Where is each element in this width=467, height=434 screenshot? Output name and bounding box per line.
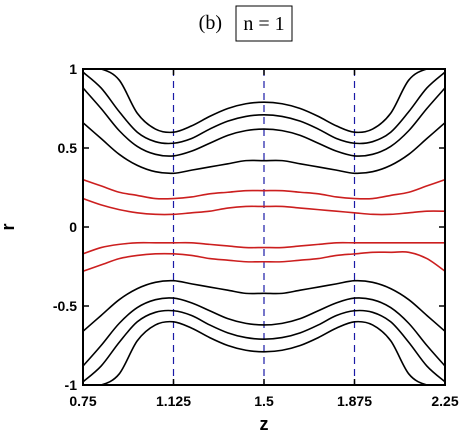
series-line-2 (83, 71, 445, 145)
series-layer (83, 69, 445, 385)
reference-lines (172, 69, 356, 385)
y-tick-label: 0.5 (58, 140, 78, 156)
series-line-11 (83, 309, 445, 383)
panel-box (235, 5, 293, 42)
y-tick-label: 1 (69, 61, 77, 77)
x-tick-label: 0.75 (69, 393, 96, 409)
panel-box-text: n = 1 (243, 13, 284, 35)
series-line-10 (83, 297, 445, 367)
series-line-6 (83, 197, 445, 216)
y-tick-label: -0.5 (53, 298, 77, 314)
x-tick-label: 1.875 (337, 393, 372, 409)
x-tick-label: 1.5 (254, 393, 274, 409)
series-line-9 (83, 279, 445, 332)
y-tick-label: -1 (65, 377, 78, 393)
x-tick-label: 2.25 (431, 393, 458, 409)
y-axis-title: r (0, 223, 18, 230)
series-line-4 (83, 122, 445, 175)
series-line-7 (83, 241, 445, 255)
series-line-1 (83, 69, 445, 134)
x-axis-title: z (260, 414, 269, 434)
series-line-3 (83, 87, 445, 157)
y-tick-label: 0 (69, 219, 77, 235)
y-axis: -1 -0.5 0 0.5 1 (53, 61, 445, 393)
x-tick-label: 1.125 (156, 393, 191, 409)
x-axis: 0.75 1.125 1.5 1.875 2.25 (69, 69, 459, 409)
series-line-8 (83, 251, 445, 272)
series-line-5 (83, 178, 445, 200)
series-line-12 (83, 320, 445, 385)
panel-label: (b) (199, 12, 222, 34)
